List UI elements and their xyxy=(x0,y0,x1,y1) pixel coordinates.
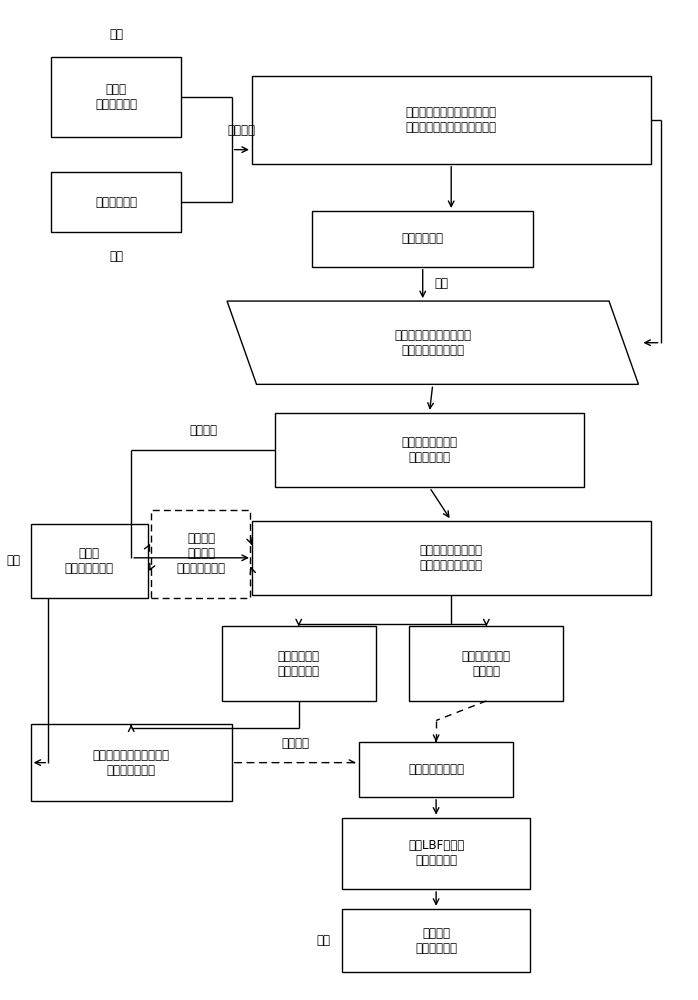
Text: 结节初始轮廓曲线: 结节初始轮廓曲线 xyxy=(408,763,464,776)
FancyBboxPatch shape xyxy=(359,742,513,797)
Text: 基于LBF模型的
图像分割算法: 基于LBF模型的 图像分割算法 xyxy=(408,839,464,867)
Text: 标注信息: 标注信息 xyxy=(189,424,217,437)
Text: 甲状腺
解剖切片研究: 甲状腺 解剖切片研究 xyxy=(95,83,137,111)
FancyBboxPatch shape xyxy=(222,626,376,701)
FancyBboxPatch shape xyxy=(51,172,181,232)
Text: 输入: 输入 xyxy=(109,28,123,41)
Text: 对应角度与位置
超声图像: 对应角度与位置 超声图像 xyxy=(462,650,511,678)
Text: 输出: 输出 xyxy=(316,934,330,947)
Text: 存在结节: 存在结节 xyxy=(281,737,309,750)
FancyBboxPatch shape xyxy=(312,211,533,267)
Text: 相应蝶形曲面
模型参数特征: 相应蝶形曲面 模型参数特征 xyxy=(278,650,320,678)
FancyBboxPatch shape xyxy=(342,909,530,972)
Text: 输入: 输入 xyxy=(109,250,123,263)
FancyBboxPatch shape xyxy=(252,521,651,595)
Text: 待识别
甲状腺超声图像: 待识别 甲状腺超声图像 xyxy=(65,547,114,575)
FancyBboxPatch shape xyxy=(252,76,651,164)
Text: 参数化良性甲状腺
蝶形曲面模板: 参数化良性甲状腺 蝶形曲面模板 xyxy=(401,436,457,464)
Text: 输入: 输入 xyxy=(7,554,21,567)
FancyBboxPatch shape xyxy=(31,724,232,801)
FancyBboxPatch shape xyxy=(409,626,563,701)
Text: 神经网络模型: 神经网络模型 xyxy=(402,232,444,245)
FancyBboxPatch shape xyxy=(275,413,584,487)
FancyBboxPatch shape xyxy=(151,510,251,598)
Text: 识别: 识别 xyxy=(435,277,449,290)
Text: 已标记的良性甲状腺三维图像
与恶性甲状腺三维图像数据集: 已标记的良性甲状腺三维图像 与恶性甲状腺三维图像数据集 xyxy=(406,106,497,134)
Text: 良性甲状腺蝶形曲面模型
形状参数与图像特征: 良性甲状腺蝶形曲面模型 形状参数与图像特征 xyxy=(394,329,471,357)
Text: 诊断甲状腺图像良恶性质
与是否存在结节: 诊断甲状腺图像良恶性质 与是否存在结节 xyxy=(93,749,170,777)
FancyBboxPatch shape xyxy=(31,524,148,598)
FancyBboxPatch shape xyxy=(342,818,530,889)
FancyBboxPatch shape xyxy=(51,57,181,137)
Text: 最终定位
结节轮廓曲线: 最终定位 结节轮廓曲线 xyxy=(415,927,457,955)
Text: 三维超声扫描: 三维超声扫描 xyxy=(95,196,137,209)
Text: 三维重建: 三维重建 xyxy=(228,124,255,137)
Text: 匹配过程
图像信息
辨别角度与位置: 匹配过程 图像信息 辨别角度与位置 xyxy=(177,532,225,575)
Text: 特定参数条件下良性
甲状腺蝶形曲面模板: 特定参数条件下良性 甲状腺蝶形曲面模板 xyxy=(419,544,483,572)
Polygon shape xyxy=(227,301,639,384)
